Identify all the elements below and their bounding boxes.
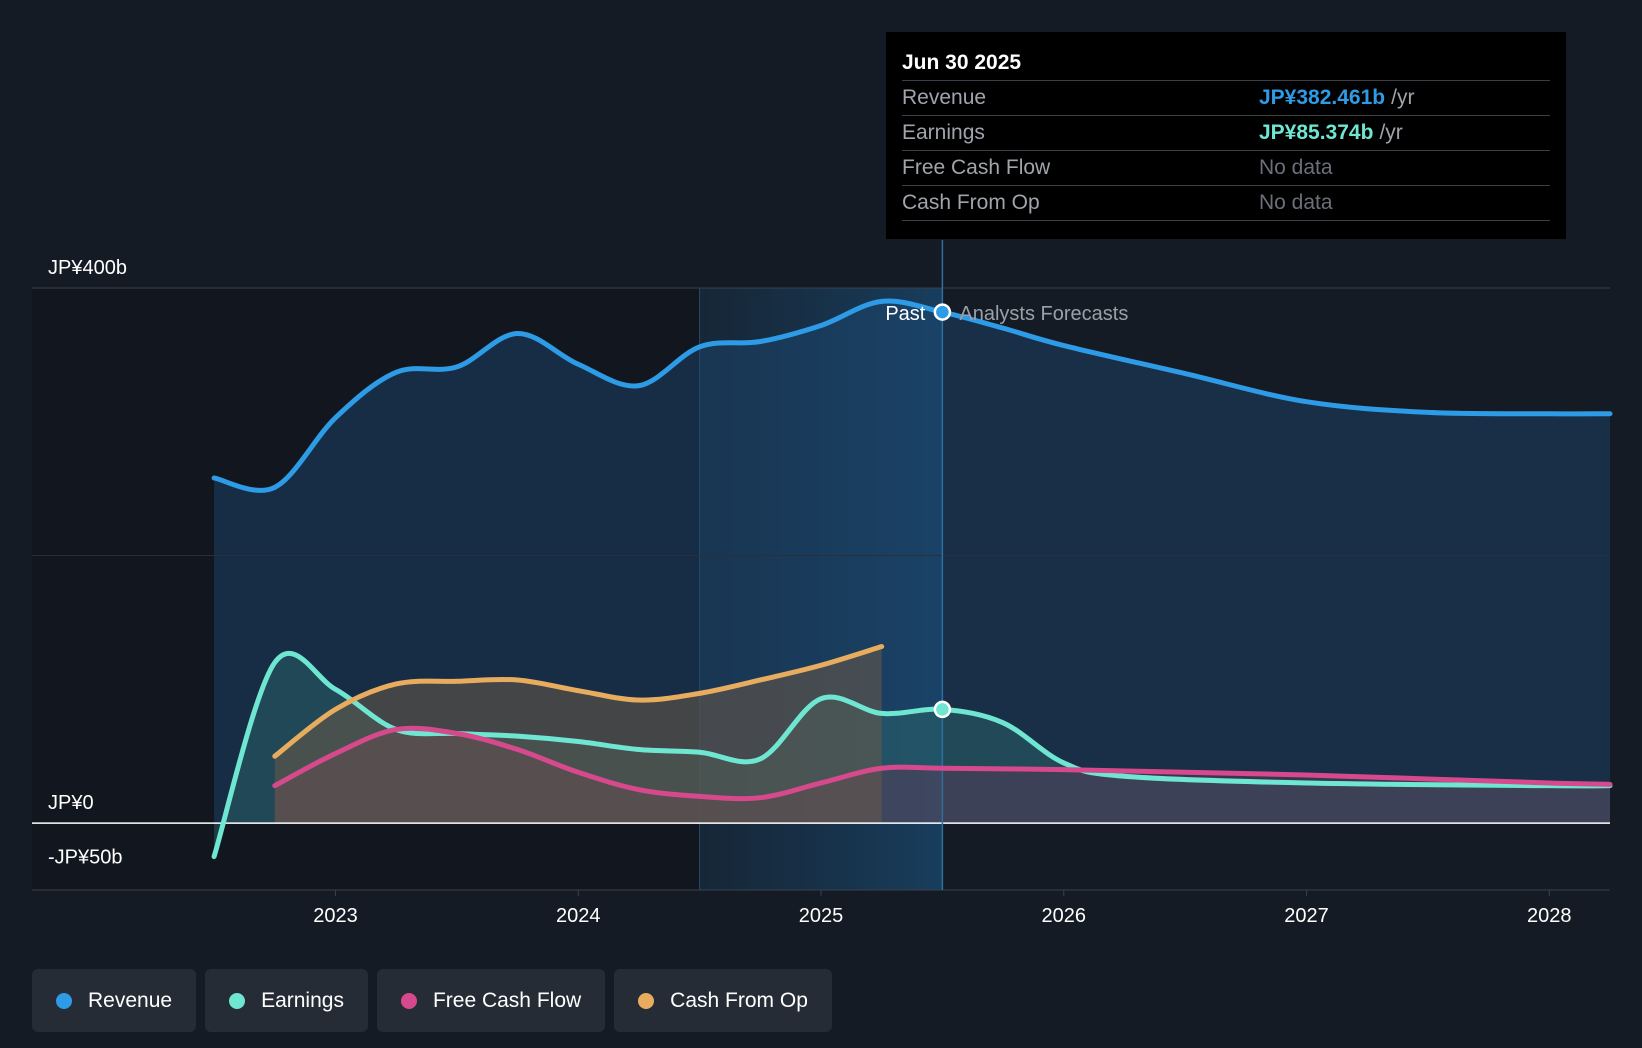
marker-revenue: [933, 303, 952, 321]
x-tick-label: 2027: [1284, 905, 1329, 927]
legend-label: Revenue: [88, 988, 173, 1012]
tooltip-value: JP¥85.374b: [1259, 121, 1374, 144]
x-tick-label: 2024: [556, 905, 601, 927]
tooltip-value: No data: [1259, 191, 1333, 214]
legend-item-cash-from-op[interactable]: Cash From Op: [614, 969, 832, 1032]
legend: Revenue Earnings Free Cash Flow Cash Fro…: [32, 969, 832, 1032]
legend-label: Cash From Op: [670, 988, 808, 1012]
line-free-cash-flow: [272, 725, 1613, 802]
y-tick-label: JP¥0: [48, 792, 94, 814]
y-tick-label: -JP¥50b: [48, 847, 123, 869]
legend-item-free-cash-flow[interactable]: Free Cash Flow: [376, 969, 606, 1032]
legend-item-earnings[interactable]: Earnings: [205, 969, 368, 1032]
legend-label: Earnings: [261, 988, 344, 1012]
tooltip-unit: /yr: [1391, 86, 1415, 109]
x-tick-label: 2025: [799, 905, 844, 927]
line-revenue: [211, 298, 1613, 493]
area-cash-from-op: [274, 646, 882, 824]
tooltip-value: No data: [1259, 156, 1333, 179]
legend-label: Free Cash Flow: [432, 988, 582, 1012]
tooltip-date: Jun 30 2025: [902, 46, 1550, 81]
past-label: Past: [885, 303, 925, 325]
legend-dot-icon: [400, 992, 417, 1009]
tooltip-unit: /yr: [1379, 121, 1403, 144]
legend-item-revenue[interactable]: Revenue: [32, 969, 197, 1032]
legend-dot-icon: [638, 992, 655, 1009]
x-tick-label: 2026: [1042, 905, 1087, 927]
line-earnings: [211, 651, 1613, 860]
forecast-label: Analysts Forecasts: [959, 303, 1128, 325]
tooltip-row-revenue: Revenue JP¥382.461b /yr: [902, 81, 1550, 116]
legend-dot-icon: [229, 992, 246, 1009]
line-cash-from-op: [272, 644, 885, 759]
tooltip-label: Earnings: [902, 121, 985, 144]
y-tick-label: JP¥400b: [48, 257, 127, 279]
tooltip-label: Free Cash Flow: [902, 156, 1051, 179]
tooltip-label: Revenue: [902, 86, 987, 109]
marker-earnings: [933, 700, 952, 719]
legend-dot-icon: [56, 992, 72, 1009]
x-tick-label: 2023: [313, 905, 358, 927]
x-tick-label: 2028: [1527, 905, 1572, 927]
tooltip-label: Cash From Op: [902, 191, 1040, 214]
tooltip-row-cash-from-op: Cash From Op No data: [902, 186, 1550, 221]
tooltip: Jun 30 2025 Revenue JP¥382.461b /yr Earn…: [886, 32, 1566, 239]
tooltip-row-free-cash-flow: Free Cash Flow No data: [902, 151, 1550, 186]
tooltip-row-earnings: Earnings JP¥85.374b /yr: [902, 116, 1550, 151]
tooltip-value: JP¥382.461b: [1259, 86, 1386, 109]
